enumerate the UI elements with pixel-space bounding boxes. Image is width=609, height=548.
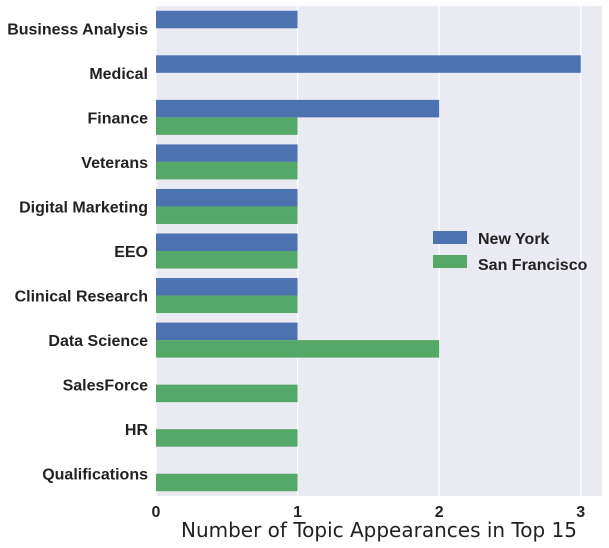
bar-san-francisco-data-science — [156, 340, 440, 358]
bar-san-francisco-veterans — [156, 161, 298, 180]
x-tick-label-1: 1 — [293, 504, 302, 521]
y-tick-label-clinical-research: Clinical Research — [15, 289, 148, 306]
x-tick-label-3: 3 — [576, 504, 585, 521]
bar-new-york-medical — [156, 55, 581, 73]
bar-new-york-finance — [156, 99, 440, 118]
y-tick-label-salesforce: SalesForce — [63, 378, 148, 395]
bar-san-francisco-clinical-research — [156, 295, 298, 314]
y-tick-label-eeo: EEO — [114, 244, 148, 261]
grid-lines — [155, 6, 582, 496]
y-tick-label-hr: HR — [125, 422, 149, 439]
bars — [156, 10, 581, 492]
y-tick-label-digital-marketing: Digital Marketing — [19, 199, 148, 216]
bar-san-francisco-digital-marketing — [156, 206, 298, 224]
legend-swatch-new-york — [433, 231, 467, 244]
bar-san-francisco-salesforce — [156, 384, 298, 403]
y-tick-label-finance: Finance — [88, 110, 149, 127]
bar-new-york-clinical-research — [156, 278, 298, 296]
y-tick-label-data-science: Data Science — [48, 333, 148, 350]
bar-new-york-eeo — [156, 233, 298, 251]
bar-new-york-digital-marketing — [156, 188, 298, 207]
bar-new-york-data-science — [156, 322, 298, 341]
x-tick-label-2: 2 — [435, 504, 444, 521]
y-tick-label-qualifications: Qualifications — [42, 467, 148, 484]
bar-san-francisco-qualifications — [156, 473, 298, 492]
x-tick-label-0: 0 — [152, 504, 161, 521]
y-tick-labels: Business Analysis Medical Finance Veterans D… — [7, 21, 148, 483]
legend-label-new-york: New York — [478, 231, 550, 248]
y-tick-label-business-analysis: Business Analysis — [7, 21, 148, 38]
x-axis-label: Number of Topic Appearances in Top 15 — [181, 518, 577, 542]
bar-new-york-veterans — [156, 144, 298, 162]
bar-san-francisco-eeo — [156, 251, 298, 269]
y-tick-label-medical: Medical — [89, 66, 148, 83]
x-tick-labels: 0 1 2 3 — [152, 504, 586, 521]
legend-label-san-francisco: San Francisco — [478, 257, 588, 274]
legend: New York San Francisco — [433, 231, 588, 274]
y-tick-label-veterans: Veterans — [81, 155, 148, 172]
legend-swatch-san-francisco — [433, 255, 467, 268]
bar-san-francisco-finance — [156, 117, 298, 135]
bar-san-francisco-hr — [156, 429, 298, 447]
bar-new-york-business-analysis — [156, 10, 298, 29]
